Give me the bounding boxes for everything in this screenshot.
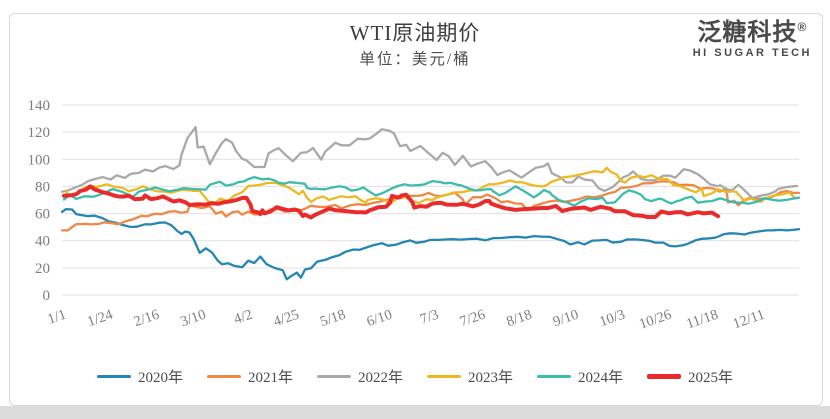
legend-line-swatch — [206, 375, 241, 378]
x-axis-tick-label: 9/10 — [551, 307, 581, 331]
legend-line-swatch — [316, 375, 351, 378]
y-axis-tick-label: 40 — [35, 234, 50, 250]
brand-tagline: HI SUGAR TECH — [692, 47, 812, 59]
series-line-2020年[interactable] — [60, 207, 801, 281]
series-line-2024年[interactable] — [62, 175, 801, 207]
legend-item-2022年[interactable]: 2022年 — [316, 366, 403, 387]
y-axis-tick-label: 140 — [28, 98, 51, 114]
x-axis-tick-label: 7/26 — [458, 307, 488, 331]
y-axis-tick-label: 120 — [28, 125, 51, 141]
legend-label: 2022年 — [357, 370, 403, 386]
x-axis-tick-label: 1/24 — [85, 306, 115, 330]
legend-line-swatch — [647, 374, 682, 379]
x-axis-tick-label: 8/18 — [504, 307, 534, 331]
chart-legend: 2020年 2021年 2022年 2023年 2024年 2025年 — [0, 366, 830, 387]
brand-name: 泛糖科技® — [693, 14, 812, 46]
x-axis-tick-label: 4/25 — [272, 307, 302, 331]
legend-item-2020年[interactable]: 2020年 — [96, 366, 183, 387]
legend-label: 2024年 — [578, 370, 624, 386]
registered-mark-icon: ® — [797, 20, 808, 34]
x-axis-tick-label: 5/18 — [318, 307, 348, 331]
series-line-2023年[interactable] — [64, 166, 797, 206]
x-axis-tick-label: 1/1 — [46, 307, 69, 328]
legend-item-2021年[interactable]: 2021年 — [206, 366, 293, 387]
x-axis-tick-label: 4/2 — [232, 307, 255, 328]
legend-label: 2020年 — [137, 370, 183, 386]
y-axis-tick-label: 20 — [35, 261, 50, 277]
legend-item-2024年[interactable]: 2024年 — [537, 366, 623, 387]
legend-label: 2025年 — [688, 370, 734, 386]
legend-line-swatch — [96, 375, 131, 378]
brand-logo: 泛糖科技® HI SUGAR TECH — [692, 14, 812, 60]
legend-item-2023年[interactable]: 2023年 — [427, 366, 513, 387]
series-line-2025年[interactable] — [62, 184, 720, 220]
y-axis-tick-label: 100 — [28, 152, 51, 168]
legend-line-swatch — [427, 375, 461, 378]
legend-line-swatch — [537, 375, 572, 378]
y-axis-tick-label: 60 — [35, 207, 50, 223]
x-axis-tick-label: 7/3 — [418, 307, 441, 328]
legend-label: 2023年 — [468, 370, 514, 386]
x-axis-tick-label: 3/10 — [178, 307, 208, 331]
series-line-2021年[interactable] — [60, 180, 801, 232]
page-background-strip — [0, 406, 830, 419]
legend-item-2025年[interactable]: 2025年 — [647, 366, 733, 387]
y-axis-tick-label: 80 — [35, 179, 50, 195]
x-axis-tick-label: 6/10 — [365, 307, 395, 331]
series-line-2022年[interactable] — [60, 125, 799, 200]
chart-card — [9, 13, 823, 406]
y-axis-tick-label: 0 — [43, 288, 51, 304]
x-axis-tick-label: 2/16 — [132, 307, 162, 331]
x-axis-tick-label: 10/26 — [637, 307, 673, 333]
legend-label: 2021年 — [247, 370, 293, 386]
brand-name-text: 泛糖科技 — [697, 19, 798, 46]
x-axis-tick-label: 12/11 — [731, 307, 767, 333]
x-axis-tick-label: 11/18 — [684, 307, 720, 333]
x-axis-tick-label: 10/3 — [598, 307, 628, 331]
